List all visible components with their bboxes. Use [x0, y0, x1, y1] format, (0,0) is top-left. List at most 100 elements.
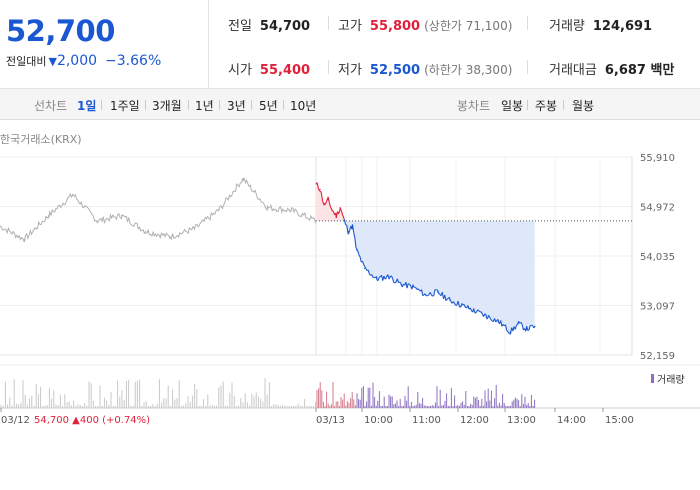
series-line-segment-03-13	[347, 230, 351, 235]
series-line-segment-03-13	[438, 293, 441, 295]
series-line-segment-03-13	[365, 268, 368, 271]
stat-value: 124,691	[592, 19, 653, 34]
tab-weekly-candle[interactable]: 주봉	[535, 99, 558, 113]
stat-high: 고가 55,800 (상한가 71,100)	[338, 15, 512, 34]
series-line-segment-03-13	[327, 196, 330, 203]
data-point-03-13	[517, 323, 520, 325]
x-tick-label: 12:00	[460, 415, 489, 426]
quote-summary: 52,700 전일대비 ▼2,000 −3.66% 전일 54,700 고가 55,80…	[0, 0, 700, 89]
change-label: 전일대비	[6, 55, 47, 68]
series-line-segment-03-13	[417, 288, 420, 291]
prev-day-info: 54,700 ▲400 (+0.74%)	[34, 415, 150, 426]
data-point-03-13	[526, 328, 528, 330]
data-point-03-12	[0, 225, 1, 227]
divider	[145, 100, 146, 110]
tab-3-months[interactable]: 3개월	[152, 99, 182, 113]
series-line-segment-03-13	[359, 256, 362, 263]
series-line-segment-03-13	[480, 311, 483, 315]
series-line-segment-03-13	[409, 283, 412, 286]
stat-value: 52,500	[369, 63, 421, 78]
data-point-03-12	[193, 228, 196, 230]
data-point-03-12	[145, 230, 147, 233]
series-line-segment-03-13	[340, 211, 344, 216]
series-line-segment-03-13	[394, 281, 397, 284]
stat-value: 6,687 백만	[604, 63, 675, 78]
divider	[101, 100, 102, 110]
series-line-segment-03-13	[422, 294, 425, 297]
series-line-segment-03-13	[444, 295, 447, 301]
series-line-segment-03-13	[461, 303, 464, 306]
series-line-segment-03-13	[528, 325, 531, 331]
series-line-segment-03-13	[406, 283, 409, 289]
series-line-segment-03-13	[509, 327, 513, 335]
series-line-segment-03-13	[452, 301, 455, 304]
upper-limit: (상한가 71,100)	[424, 19, 513, 33]
data-point-03-13	[331, 209, 333, 211]
series-line-segment-03-13	[477, 309, 480, 312]
tab-daily-candle[interactable]: 일봉	[501, 99, 524, 113]
series-line-segment-03-13	[457, 301, 460, 307]
series-line-segment-03-13	[431, 294, 433, 297]
data-point-03-13	[412, 286, 414, 288]
x-tick-label: 13:00	[507, 415, 536, 426]
data-point-03-12	[315, 220, 317, 222]
series-line-segment-03-13	[371, 274, 374, 278]
series-line-segment-03-13	[316, 182, 319, 189]
data-point-03-12	[218, 209, 220, 211]
tab-1-week[interactable]: 1주일	[110, 99, 140, 113]
series-line-segment-03-13	[446, 297, 449, 300]
series-line-segment-03-13	[391, 277, 395, 283]
tab-3-years[interactable]: 3년	[227, 99, 246, 113]
stat-label: 거래대금	[549, 63, 597, 78]
series-line-segment-03-13	[520, 322, 523, 325]
above-reference-fill	[316, 182, 535, 221]
series-line-segment-03-13	[320, 192, 323, 201]
series-line-segment-03-13	[346, 224, 349, 234]
volume-legend-label: 거래량	[657, 374, 685, 386]
down-triangle-icon: ▼	[48, 55, 57, 68]
data-point-03-13	[485, 315, 487, 317]
stat-label: 거래량	[549, 19, 585, 34]
tab-1-year[interactable]: 1년	[195, 99, 214, 113]
tab-monthly-candle[interactable]: 월봉	[572, 99, 595, 113]
data-point-03-13	[400, 283, 402, 285]
stat-label: 저가	[338, 63, 362, 78]
series-line-segment-03-13	[363, 264, 366, 267]
stat-low: 저가 52,500 (하한가 38,300)	[338, 59, 512, 78]
series-line-segment-03-13	[489, 317, 492, 320]
series-line-segment-03-13	[343, 219, 347, 225]
series-line-segment-03-13	[393, 281, 396, 284]
data-point-03-13	[343, 220, 345, 222]
stat-open: 시가 55,400	[228, 59, 310, 78]
data-point-03-12	[96, 220, 98, 222]
x-tick-label: 11:00	[412, 415, 441, 426]
series-line-segment-03-13	[516, 323, 519, 326]
tab-10-years[interactable]: 10년	[290, 99, 317, 113]
data-point-03-13	[347, 230, 350, 233]
stat-label: 시가	[228, 63, 252, 78]
series-line-segment-03-13	[506, 330, 509, 332]
divider	[527, 100, 528, 110]
change-info: 전일대비 ▼2,000 −3.66%	[6, 53, 161, 69]
divider	[251, 100, 252, 110]
data-point-03-13	[424, 294, 426, 296]
series-line-segment-03-13	[399, 281, 402, 284]
tab-5-years[interactable]: 5년	[259, 99, 278, 113]
series-line-segment-03-13	[324, 200, 328, 205]
series-line-segment-03-13	[388, 277, 391, 280]
data-point-03-12	[266, 207, 268, 209]
x-tick-label: 03/13	[316, 415, 345, 426]
data-point-03-13	[335, 214, 337, 217]
series-line-segment-03-13	[449, 298, 452, 302]
series-line-segment-03-13	[429, 292, 432, 296]
divider	[563, 100, 564, 110]
series-line-segment-03-13	[454, 303, 457, 306]
series-line-segment-03-13	[488, 315, 491, 318]
series-line-segment-03-13	[377, 277, 380, 281]
data-point-03-12	[23, 238, 25, 240]
divider	[328, 60, 329, 74]
series-line-segment-03-13	[526, 326, 529, 331]
tab-1-day[interactable]: 1일	[77, 99, 97, 113]
series-line-segment-03-13	[478, 310, 481, 313]
stat-label: 고가	[338, 19, 362, 34]
